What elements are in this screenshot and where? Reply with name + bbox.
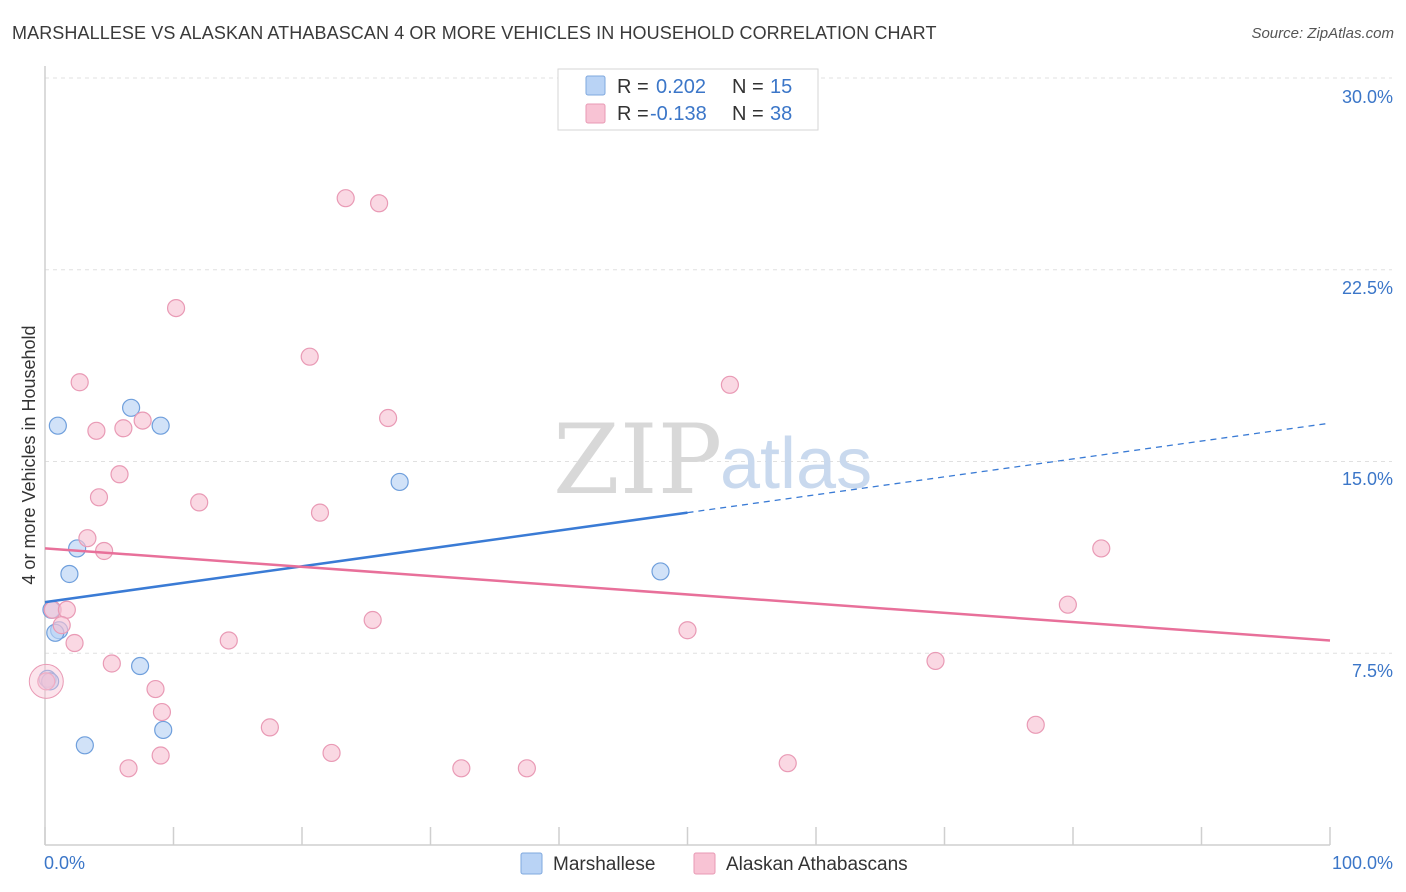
legend-swatch-alaskan bbox=[585, 103, 606, 124]
watermark: ZIP atlas bbox=[553, 404, 872, 516]
alaskan-point-37 bbox=[778, 754, 797, 773]
alaskan-point-3 bbox=[300, 347, 319, 366]
bottom-legend-label-alaskan: Alaskan Athabascans bbox=[726, 854, 908, 875]
legend-r-value-0: 0.202 bbox=[656, 76, 706, 98]
alaskan-point-5 bbox=[720, 375, 740, 394]
grid-layer bbox=[45, 77, 1392, 654]
marshallese-point-13 bbox=[154, 720, 173, 740]
x-tick-label-1: 100.0% bbox=[1332, 853, 1393, 873]
marshallese-point-14 bbox=[75, 736, 94, 755]
legend-r-label-1: R = bbox=[617, 103, 649, 125]
legend-n-value-0: 15 bbox=[770, 76, 792, 98]
trend-layer bbox=[44, 422, 1331, 642]
marshallese-point-3 bbox=[390, 472, 409, 492]
alaskan-point-21 bbox=[363, 610, 382, 630]
alaskan-point-35 bbox=[517, 759, 536, 778]
bottom-legend-label-marshallese: Marshallese bbox=[553, 854, 655, 875]
alaskan-point-20 bbox=[52, 616, 71, 635]
alaskan-point-33 bbox=[151, 746, 170, 765]
alaskan-point-4 bbox=[70, 373, 89, 392]
axis-layer bbox=[44, 66, 1331, 846]
alaskan-point-36 bbox=[119, 759, 138, 778]
alaskan-point-17 bbox=[1058, 595, 1077, 614]
alaskan-point-0 bbox=[336, 189, 355, 208]
points-layer bbox=[28, 189, 1111, 778]
legend-n-label-0: N = bbox=[732, 76, 764, 98]
alaskan-point-8 bbox=[87, 421, 106, 440]
marshallese-point-2 bbox=[151, 416, 170, 435]
marshallese-point-1 bbox=[121, 398, 141, 417]
watermark-zip: ZIP bbox=[553, 404, 722, 516]
y-tick-label-22-5: 22.5% bbox=[1342, 278, 1393, 298]
alaskan-point-14 bbox=[78, 529, 97, 548]
y-tick-label-30: 30.0% bbox=[1342, 87, 1393, 107]
chart-title: MARSHALLESE VS ALASKAN ATHABASCAN 4 OR M… bbox=[12, 23, 937, 43]
alaskan-point-cluster bbox=[28, 663, 64, 699]
alaskan-point-24 bbox=[65, 633, 84, 653]
alaskan-point-32 bbox=[322, 743, 341, 763]
legend-swatch-marshallese bbox=[585, 75, 606, 96]
alaskan-point-25 bbox=[102, 654, 121, 673]
legend-r-label-0: R = bbox=[617, 76, 649, 98]
bottom-legend-swatch-marshallese bbox=[520, 852, 543, 875]
alaskan-point-23 bbox=[219, 631, 238, 650]
marshallese-point-6 bbox=[651, 562, 670, 581]
alaskan-point-13 bbox=[310, 503, 330, 522]
bottom-legend: Marshallese Alaskan Athabascans bbox=[520, 852, 908, 875]
alaskan-point-28 bbox=[146, 679, 165, 699]
marshallese-point-10 bbox=[130, 656, 150, 676]
bottom-legend-swatch-alaskan bbox=[693, 852, 716, 875]
alaskan-point-26 bbox=[926, 651, 945, 671]
chart-source: Source: ZipAtlas.com bbox=[1251, 25, 1394, 42]
legend-n-value-1: 38 bbox=[770, 103, 792, 125]
alaskan-point-30 bbox=[260, 718, 279, 737]
alaskan-point-22 bbox=[678, 621, 697, 640]
y-tick-label-7-5: 7.5% bbox=[1352, 661, 1393, 681]
alaskan-point-11 bbox=[89, 488, 109, 507]
legend: R = 0.202 N = 15 R = -0.138 N = 38 bbox=[557, 68, 819, 131]
y-tick-label-15: 15.0% bbox=[1342, 469, 1393, 489]
watermark-atlas: atlas bbox=[720, 424, 872, 504]
alaskan-point-2 bbox=[166, 299, 186, 318]
alaskan-point-29 bbox=[152, 702, 172, 722]
alaskan-point-7 bbox=[133, 411, 152, 430]
marshallese-trend-line bbox=[44, 511, 688, 604]
alaskan-point-27 bbox=[37, 672, 56, 691]
y-axis-label: 4 or more Vehicles in Household bbox=[19, 325, 39, 584]
alaskan-point-9 bbox=[114, 419, 133, 438]
y-tick-labels: 7.5% 15.0% 22.5% 30.0% bbox=[1342, 87, 1393, 681]
alaskan-point-31 bbox=[1026, 715, 1045, 734]
alaskan-point-10 bbox=[110, 465, 129, 484]
marshallese-point-5 bbox=[60, 564, 79, 584]
alaskan-point-6 bbox=[378, 408, 398, 428]
marshallese-trend-extension bbox=[687, 422, 1331, 514]
marshallese-point-0 bbox=[48, 416, 67, 435]
legend-n-label-1: N = bbox=[732, 103, 764, 125]
alaskan-point-34 bbox=[452, 759, 471, 778]
alaskan-trend-line bbox=[44, 547, 1331, 642]
legend-r-value-1: -0.138 bbox=[650, 103, 707, 125]
alaskan-point-1 bbox=[370, 194, 389, 213]
x-tick-label-0: 0.0% bbox=[44, 853, 85, 873]
alaskan-point-19 bbox=[57, 600, 76, 619]
alaskan-point-16 bbox=[1092, 539, 1111, 558]
alaskan-point-12 bbox=[190, 493, 209, 512]
